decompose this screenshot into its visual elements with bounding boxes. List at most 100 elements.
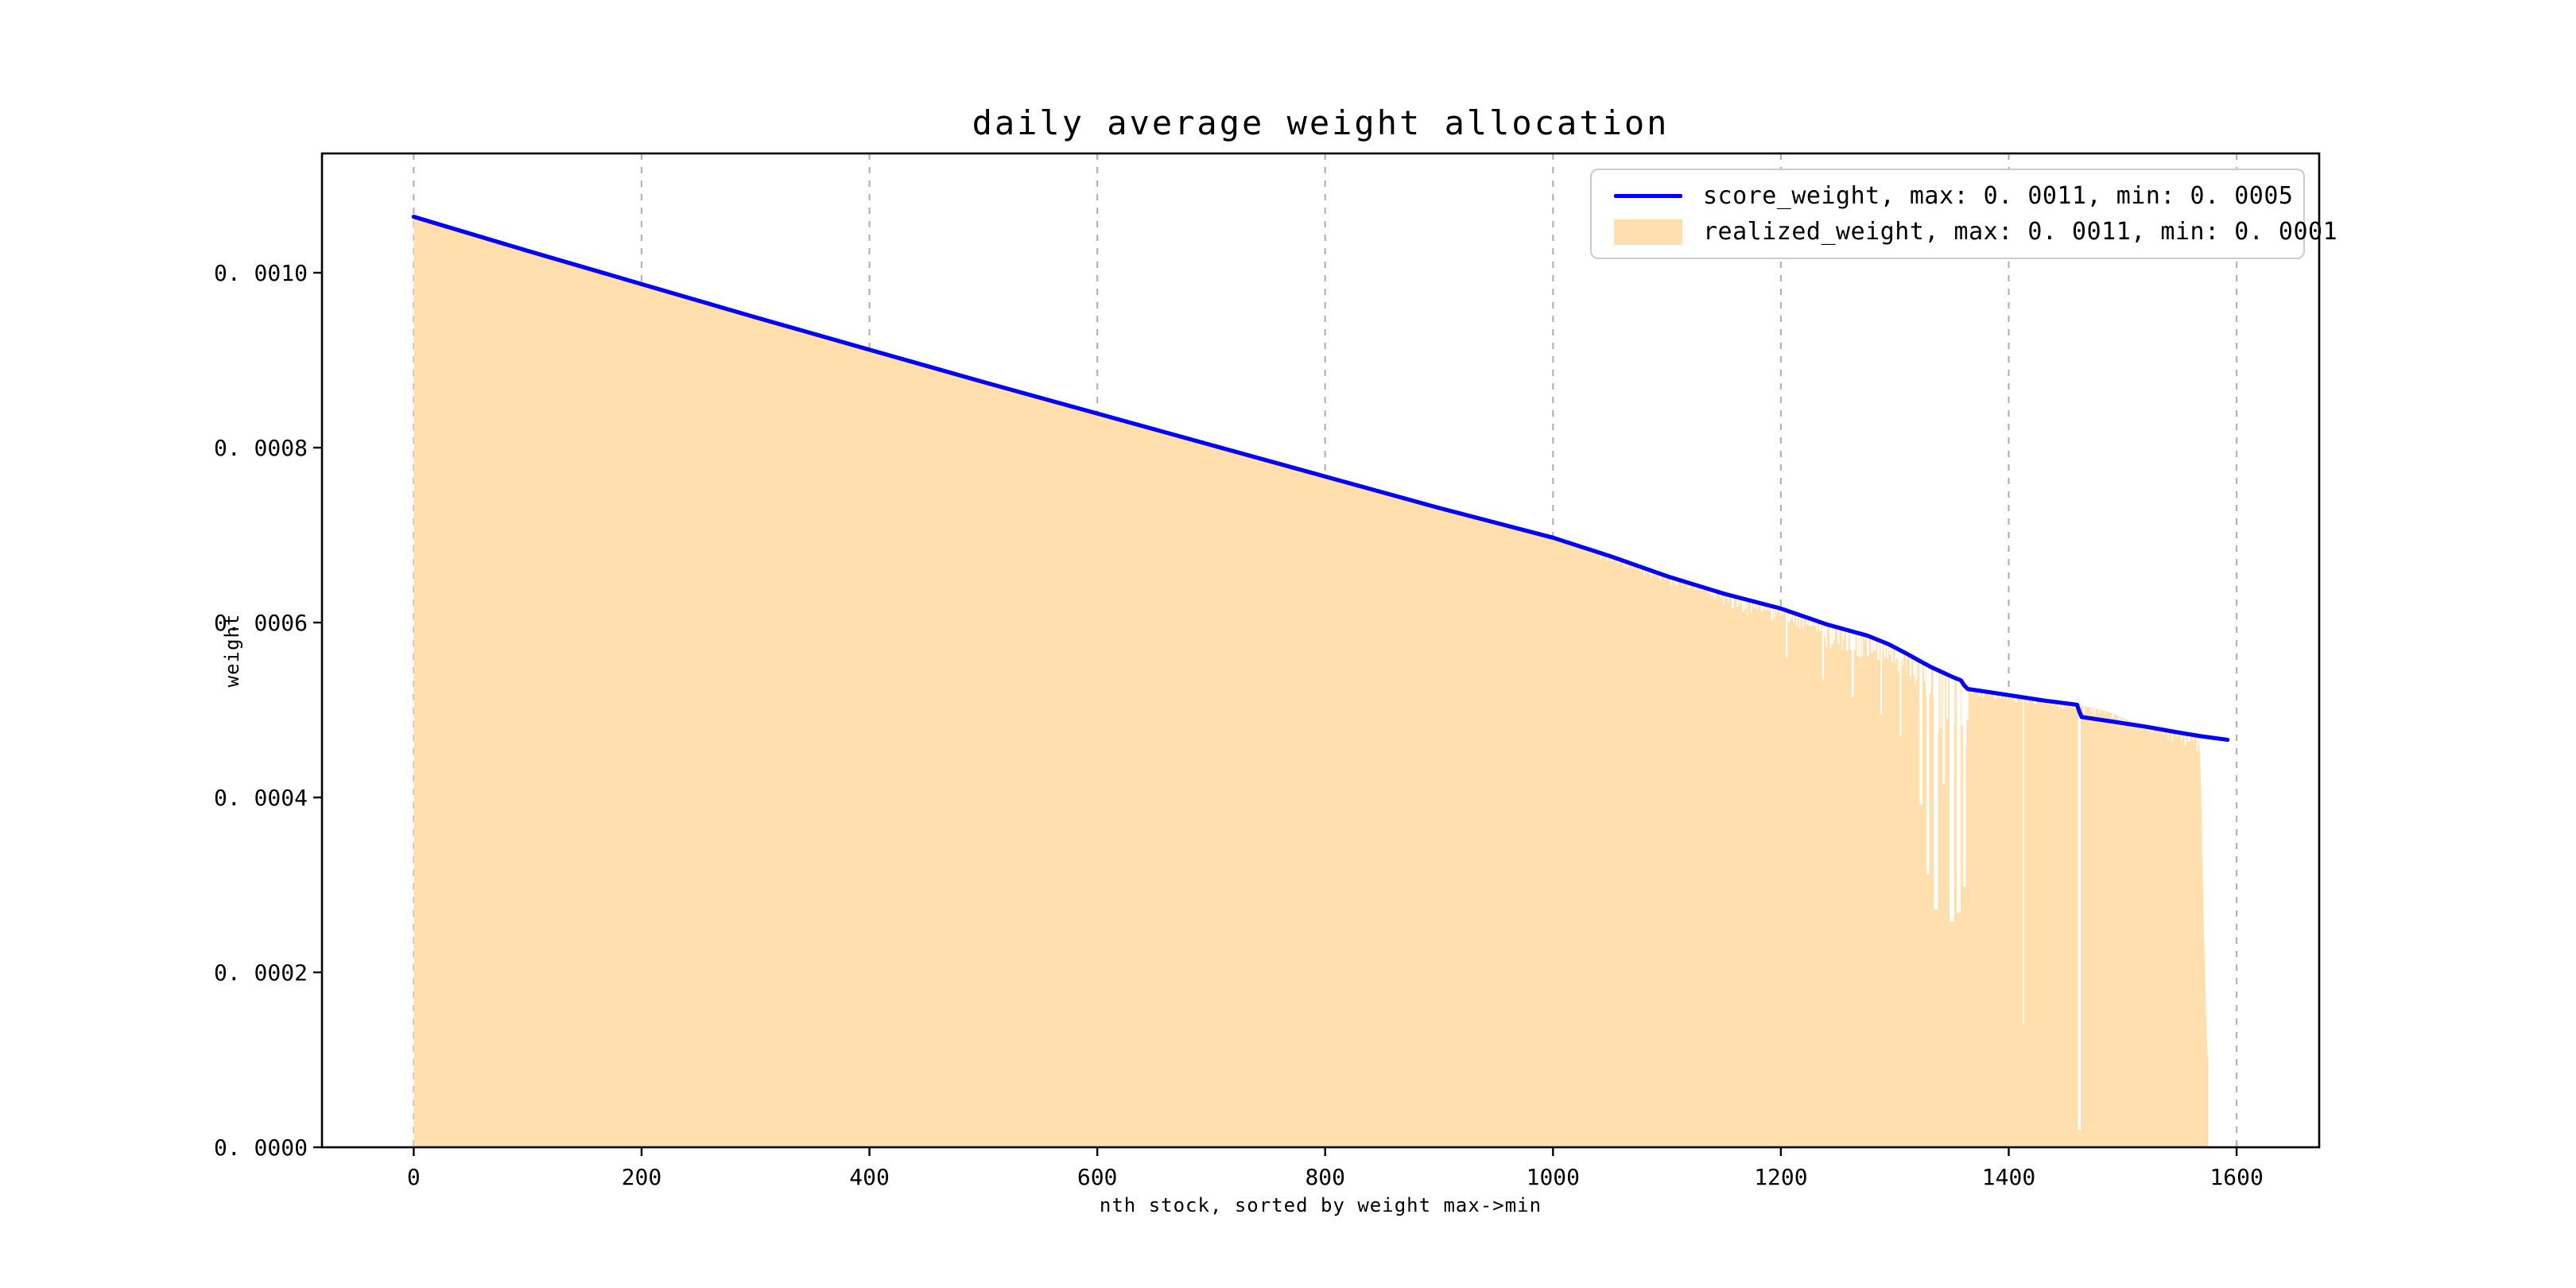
fill-tooth: [1760, 604, 1763, 612]
y-axis-label: weight: [221, 613, 243, 688]
fill-tooth: [1837, 628, 1840, 644]
fill-tooth: [1829, 626, 1831, 649]
fill-tooth: [1867, 636, 1869, 657]
fill-tooth: [2098, 710, 2101, 714]
fill-tooth: [1664, 576, 1666, 580]
x-axis-label: nth stock, sorted by weight max->min: [1099, 1194, 1542, 1216]
fill-tooth: [1727, 596, 1729, 603]
fill-tooth: [1887, 644, 1888, 659]
fill-tooth: [1942, 673, 1945, 727]
fill-tooth: [1926, 665, 1928, 696]
realized-weight-patch-swatch: [1614, 219, 1682, 245]
fill-tooth: [1783, 610, 1785, 615]
fill-tooth: [1736, 598, 1739, 607]
fill-tooth: [2167, 729, 2169, 740]
fill-tooth: [1856, 634, 1859, 657]
fill-tooth: [1819, 623, 1821, 631]
y-tick-label: 0. 0004: [214, 785, 308, 811]
fill-tooth: [1923, 664, 1926, 682]
fill-tooth: [1753, 602, 1755, 608]
fill-tooth: [1982, 692, 1985, 698]
fill-tooth: [1964, 687, 1967, 747]
fill-tooth: [1674, 579, 1675, 584]
fill-tooth: [1978, 691, 1980, 696]
fill-tooth: [1859, 634, 1861, 658]
fill-tooth: [1744, 599, 1747, 609]
fill-tooth: [2058, 703, 2061, 708]
fill-tooth: [1937, 670, 1939, 734]
fill-tooth: [1790, 612, 1792, 619]
y-tick-label: 0. 0002: [214, 960, 308, 986]
fill-tooth: [1675, 580, 1678, 586]
y-tick-label: 0. 0000: [214, 1135, 308, 1161]
fill-tooth: [2034, 700, 2036, 704]
fill-tooth: [1741, 599, 1744, 612]
fill-tooth: [1643, 568, 1645, 576]
x-tick-label: 800: [1305, 1164, 1345, 1190]
fill-notch: [1956, 680, 1961, 914]
y-tick-label: 0. 0010: [214, 260, 308, 286]
fill-notch: [1949, 677, 1954, 922]
fill-tooth: [1854, 633, 1856, 650]
axes-spines: [320, 152, 2321, 1149]
fill-tooth: [1877, 641, 1880, 661]
fill-notch: [1880, 642, 1883, 715]
x-tick-label: 200: [622, 1164, 662, 1190]
fill-tooth: [1994, 693, 1996, 700]
fill-tooth: [2181, 732, 2183, 740]
legend-label-realized-weight: realized_weight, max: 0. 0011, min: 0. 0…: [1703, 218, 2338, 246]
fill-tooth: [2123, 719, 2125, 722]
fill-tooth: [1971, 690, 1973, 693]
fill-tooth: [1731, 596, 1734, 609]
fill-tooth: [2111, 714, 2114, 719]
x-tick-label: 1400: [1982, 1164, 2035, 1190]
fill-tooth: [1864, 635, 1865, 642]
fill-tooth: [1988, 692, 1990, 697]
fill-tooth: [1650, 571, 1652, 579]
fill-tooth: [1825, 625, 1828, 647]
fill-tooth: [1956, 679, 1959, 716]
fill-tooth: [1816, 621, 1818, 632]
fill-tooth: [2188, 735, 2191, 742]
fill-tooth: [1999, 694, 2002, 699]
fill-tooth: [1694, 585, 1697, 591]
fill-notch: [1934, 669, 1938, 910]
legend: score_weight, max: 0. 0011, min: 0. 0005…: [1590, 169, 2337, 259]
fill-tooth: [2048, 701, 2050, 705]
fill-tooth: [1767, 606, 1769, 611]
score-weight-line-swatch: [1614, 194, 1682, 198]
fill-tooth: [1871, 638, 1873, 654]
fill-tooth: [2151, 727, 2153, 734]
fill-tooth: [1824, 624, 1826, 638]
fill-tooth: [1891, 646, 1893, 663]
fill-tooth: [1831, 627, 1833, 645]
fill-tooth: [2184, 733, 2186, 747]
fill-tooth: [1606, 556, 1608, 562]
legend-label-score-weight: score_weight, max: 0. 0011, min: 0. 0005: [1703, 182, 2294, 210]
x-tick-label: 1600: [2209, 1164, 2263, 1190]
score-weight-line: [411, 215, 2230, 743]
fill-notch: [1786, 611, 1788, 658]
fill-tooth: [1750, 601, 1752, 614]
fill-tooth: [1710, 591, 1713, 596]
fill-notch: [1962, 686, 1966, 887]
fill-tooth: [1913, 658, 1915, 675]
fill-tooth: [1845, 630, 1849, 651]
fill-tooth: [1670, 578, 1672, 586]
fill-tooth: [1965, 689, 1969, 720]
fill-tooth: [1796, 615, 1798, 627]
fill-tooth: [1640, 568, 1642, 572]
fill-tooth: [1841, 629, 1843, 650]
fill-tooth: [1873, 638, 1875, 650]
fill-tooth: [2015, 696, 2017, 703]
fill-notch: [1851, 632, 1854, 697]
fill-tooth: [1953, 678, 1955, 726]
fill-tooth: [1880, 642, 1884, 653]
fill-tooth: [1659, 574, 1661, 580]
fill-notch: [1899, 651, 1902, 737]
chart-title: daily average weight allocation: [972, 103, 1670, 142]
fill-tooth: [1906, 654, 1907, 671]
fill-tooth: [1746, 600, 1748, 615]
fill-tooth: [1611, 557, 1613, 561]
